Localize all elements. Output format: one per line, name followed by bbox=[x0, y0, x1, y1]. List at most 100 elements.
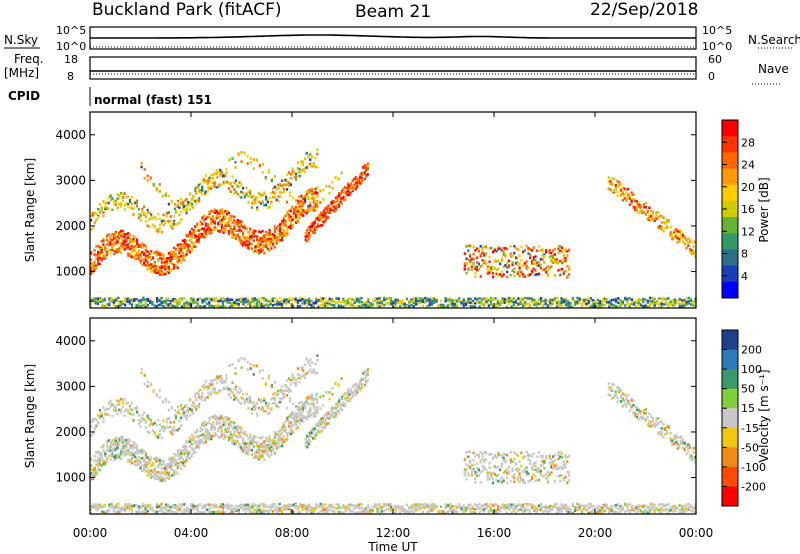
velocity-point bbox=[169, 505, 172, 509]
velocity-point bbox=[155, 434, 158, 438]
velocity-point bbox=[183, 510, 186, 514]
velocity-point bbox=[157, 436, 160, 439]
power-point bbox=[272, 233, 275, 236]
power-point bbox=[587, 301, 590, 305]
velocity-point bbox=[128, 406, 132, 410]
power-point bbox=[474, 267, 477, 270]
power-point bbox=[305, 211, 308, 215]
power-point bbox=[178, 297, 181, 300]
power-point bbox=[541, 268, 544, 272]
velocity-point bbox=[158, 472, 162, 475]
power-point bbox=[333, 300, 336, 303]
power-point bbox=[567, 302, 570, 305]
power-point bbox=[567, 267, 571, 271]
power-point bbox=[465, 257, 468, 261]
velocity-point bbox=[155, 473, 158, 477]
velocity-point bbox=[585, 508, 588, 511]
power-point bbox=[169, 259, 172, 263]
power-point bbox=[328, 302, 331, 306]
power-point bbox=[142, 298, 145, 302]
power-point bbox=[336, 199, 339, 202]
power-point bbox=[309, 190, 312, 194]
power-point bbox=[426, 299, 429, 302]
power-point bbox=[304, 231, 307, 235]
velocity-point bbox=[180, 511, 184, 515]
power-point bbox=[689, 303, 693, 306]
velocity-point bbox=[102, 458, 105, 462]
power-point bbox=[254, 201, 257, 205]
power-point bbox=[228, 298, 231, 302]
power-point bbox=[183, 199, 186, 202]
velocity-point bbox=[135, 451, 139, 455]
power-point bbox=[483, 261, 486, 265]
velocity-point bbox=[292, 510, 295, 514]
velocity-point bbox=[167, 473, 170, 476]
power-point bbox=[360, 180, 363, 183]
power-point bbox=[215, 216, 218, 220]
velocity-point bbox=[150, 472, 153, 476]
power-point bbox=[273, 196, 277, 199]
power-point bbox=[268, 237, 271, 241]
power-point bbox=[160, 264, 163, 268]
power-point bbox=[270, 200, 273, 204]
velocity-point bbox=[221, 506, 225, 509]
velocity-point bbox=[569, 511, 572, 515]
power-point bbox=[327, 210, 330, 214]
power-point bbox=[120, 202, 123, 205]
power-point bbox=[109, 243, 112, 246]
velocity-point bbox=[235, 509, 238, 512]
power-point bbox=[181, 201, 185, 204]
power-point bbox=[537, 272, 541, 276]
power-point bbox=[299, 299, 302, 302]
velocity-point bbox=[132, 443, 135, 447]
velocity-point bbox=[148, 458, 151, 461]
power-point bbox=[260, 302, 263, 306]
power-point bbox=[112, 252, 116, 256]
power-point bbox=[317, 298, 320, 302]
power-point bbox=[658, 226, 662, 230]
power-point bbox=[261, 162, 264, 166]
velocity-point bbox=[155, 502, 159, 506]
power-point bbox=[291, 218, 294, 222]
velocity-point bbox=[210, 510, 213, 514]
power-point bbox=[196, 222, 199, 226]
power-point bbox=[282, 216, 285, 220]
power-point bbox=[322, 213, 326, 216]
power-point bbox=[134, 246, 137, 250]
power-point bbox=[234, 235, 238, 239]
velocity-point bbox=[376, 503, 379, 507]
power-point bbox=[196, 186, 199, 189]
power-point bbox=[322, 198, 325, 201]
power-point bbox=[536, 249, 539, 253]
power-point bbox=[171, 222, 174, 225]
power-point bbox=[130, 246, 133, 249]
power-point bbox=[188, 239, 192, 242]
velocity-point bbox=[649, 502, 652, 506]
power-point bbox=[669, 231, 672, 234]
velocity-point bbox=[132, 455, 135, 458]
power-point bbox=[662, 229, 665, 233]
power-point bbox=[671, 299, 674, 303]
power-point bbox=[111, 245, 114, 248]
power-point bbox=[185, 302, 188, 305]
power-point bbox=[176, 257, 179, 261]
power-point bbox=[296, 220, 299, 224]
power-point bbox=[259, 250, 262, 254]
velocity-point bbox=[90, 474, 93, 478]
velocity-point bbox=[123, 398, 126, 401]
power-point bbox=[342, 187, 345, 191]
power-point bbox=[687, 296, 690, 300]
velocity-point bbox=[521, 503, 524, 507]
power-point bbox=[312, 164, 315, 168]
power-point bbox=[467, 244, 470, 248]
power-point bbox=[146, 261, 149, 264]
velocity-point bbox=[596, 504, 599, 508]
power-point bbox=[514, 246, 518, 250]
power-point bbox=[217, 212, 220, 216]
power-point bbox=[477, 268, 481, 271]
power-point bbox=[213, 220, 216, 224]
velocity-point bbox=[426, 505, 429, 508]
velocity-point bbox=[555, 502, 559, 506]
power-point bbox=[97, 252, 100, 256]
velocity-point bbox=[176, 508, 179, 512]
